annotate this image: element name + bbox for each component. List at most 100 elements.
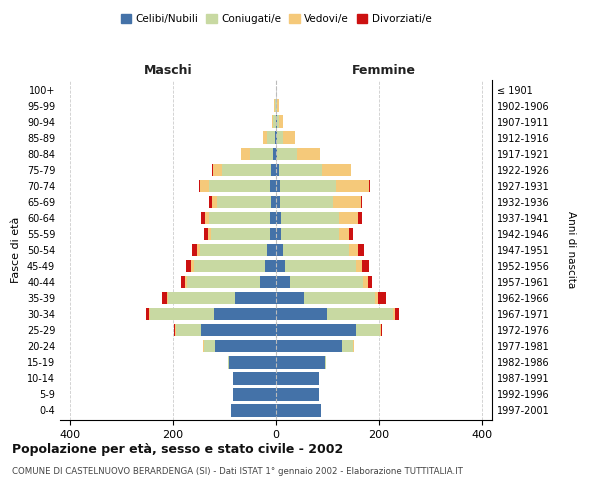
Bar xyxy=(204,228,208,240)
Bar xyxy=(280,196,332,208)
Bar xyxy=(275,100,276,112)
Bar xyxy=(149,308,150,320)
Bar xyxy=(380,324,382,336)
Bar xyxy=(202,324,276,336)
Bar xyxy=(276,372,319,384)
Bar xyxy=(277,100,278,112)
Bar xyxy=(276,228,281,240)
Bar xyxy=(276,308,328,320)
Bar xyxy=(276,164,278,176)
Bar xyxy=(191,260,194,272)
Bar xyxy=(270,180,276,192)
Bar xyxy=(281,228,339,240)
Bar xyxy=(185,276,187,288)
Bar xyxy=(276,148,277,160)
Bar xyxy=(276,132,277,144)
Bar xyxy=(227,356,229,368)
Bar xyxy=(272,116,274,128)
Bar xyxy=(168,292,235,304)
Bar xyxy=(274,148,276,160)
Bar xyxy=(322,164,350,176)
Bar xyxy=(208,228,211,240)
Bar xyxy=(276,324,356,336)
Bar xyxy=(281,212,339,224)
Bar xyxy=(209,212,270,224)
Bar xyxy=(214,308,276,320)
Bar xyxy=(211,228,270,240)
Bar xyxy=(199,180,200,192)
Bar xyxy=(393,308,395,320)
Bar xyxy=(276,404,321,416)
Bar xyxy=(361,196,362,208)
Bar xyxy=(276,196,280,208)
Bar xyxy=(231,404,276,416)
Bar xyxy=(378,292,386,304)
Bar xyxy=(375,292,378,304)
Bar xyxy=(325,356,326,368)
Bar xyxy=(203,340,204,352)
Bar xyxy=(194,260,265,272)
Bar xyxy=(358,212,362,224)
Bar xyxy=(362,260,368,272)
Bar xyxy=(339,228,349,240)
Bar xyxy=(235,292,276,304)
Bar xyxy=(175,324,176,336)
Bar xyxy=(332,196,361,208)
Bar xyxy=(353,340,354,352)
Text: COMUNE DI CASTELNUOVO BERARDENGA (SI) - Dati ISTAT 1° gennaio 2002 - Elaborazion: COMUNE DI CASTELNUOVO BERARDENGA (SI) - … xyxy=(12,468,463,476)
Bar xyxy=(204,340,215,352)
Bar xyxy=(209,196,212,208)
Bar xyxy=(276,244,283,256)
Bar xyxy=(364,276,368,288)
Bar xyxy=(213,164,222,176)
Bar xyxy=(368,276,371,288)
Bar xyxy=(278,164,322,176)
Bar xyxy=(395,308,399,320)
Bar xyxy=(276,100,277,112)
Bar xyxy=(181,276,185,288)
Bar xyxy=(276,276,290,288)
Bar xyxy=(233,372,276,384)
Bar xyxy=(270,228,276,240)
Bar xyxy=(276,292,304,304)
Bar xyxy=(263,132,267,144)
Bar xyxy=(212,164,213,176)
Bar xyxy=(176,324,202,336)
Bar xyxy=(356,260,362,272)
Bar xyxy=(349,244,358,256)
Bar xyxy=(276,356,325,368)
Bar xyxy=(276,180,280,192)
Bar xyxy=(146,308,149,320)
Bar xyxy=(349,228,353,240)
Bar xyxy=(339,212,358,224)
Bar xyxy=(270,212,276,224)
Bar xyxy=(274,116,276,128)
Bar xyxy=(150,308,214,320)
Bar xyxy=(271,164,276,176)
Y-axis label: Fasce di età: Fasce di età xyxy=(11,217,21,283)
Bar xyxy=(267,132,275,144)
Text: Femmine: Femmine xyxy=(352,64,416,77)
Bar xyxy=(186,260,191,272)
Bar xyxy=(229,356,276,368)
Bar xyxy=(276,212,281,224)
Bar xyxy=(276,116,277,128)
Bar xyxy=(290,276,364,288)
Text: Maschi: Maschi xyxy=(143,64,193,77)
Bar xyxy=(233,388,276,400)
Bar xyxy=(356,324,380,336)
Bar xyxy=(250,148,274,160)
Bar xyxy=(283,132,295,144)
Bar xyxy=(162,292,167,304)
Bar xyxy=(276,388,319,400)
Bar xyxy=(335,180,369,192)
Bar xyxy=(283,244,349,256)
Y-axis label: Anni di nascita: Anni di nascita xyxy=(566,212,577,288)
Bar xyxy=(192,244,197,256)
Bar xyxy=(187,276,260,288)
Bar xyxy=(265,260,276,272)
Bar xyxy=(285,260,356,272)
Bar xyxy=(260,276,276,288)
Text: Popolazione per età, sesso e stato civile - 2002: Popolazione per età, sesso e stato civil… xyxy=(12,442,343,456)
Bar xyxy=(296,148,320,160)
